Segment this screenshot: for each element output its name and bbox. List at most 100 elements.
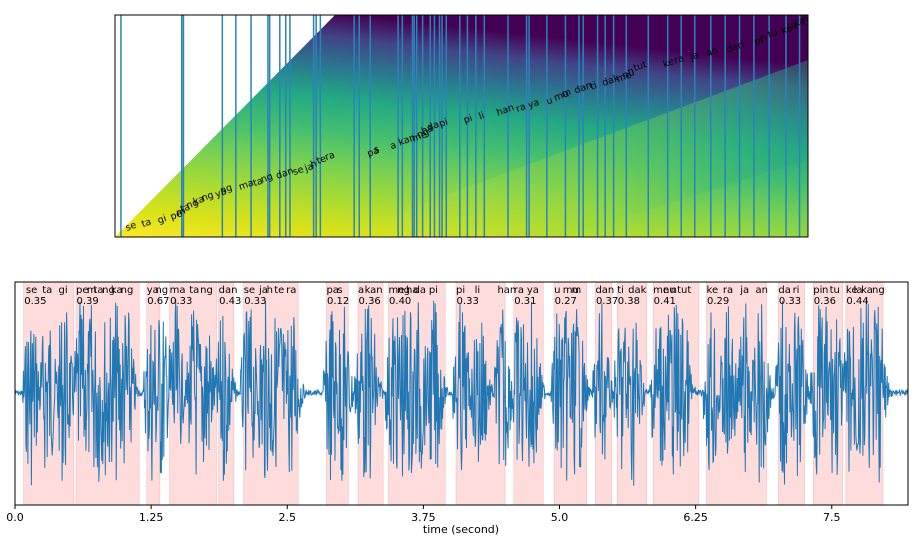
alignment-token-label: u [545,95,554,107]
alignment-token-label: ya [526,97,541,111]
segment-score-label: 0.33 [779,296,801,307]
segment-score-label: 0.40 [389,296,411,307]
segment-token-label: ke [846,285,858,296]
alignment-token-label: n [626,65,635,77]
segment-token-label: ng [121,285,134,296]
alignment-token-label: nu [621,67,636,81]
segment-token-label: ja [739,285,749,296]
segment-token-label: ta [93,285,103,296]
x-axis-label: time (second) [423,523,499,536]
alignment-token-label: se [124,220,138,234]
segment-token-label: ng [872,285,885,296]
segment-token-label: dan [595,285,614,296]
x-tick-label: 3.75 [411,511,436,524]
alignment-token-label: ng [185,197,200,211]
alignment-token-label: te [315,153,328,167]
alignment-token-label: ri [736,39,746,52]
alignment-token-label: s [373,144,381,156]
segment-token-label: a [358,285,364,296]
segment-token-label: tu [830,285,840,296]
segment-token-label: dan [219,285,238,296]
segment-token-label: pi [456,285,465,296]
segment-score-label: 0.67 [147,296,169,307]
segment-token-label: ya [527,285,539,296]
segment-score-label: 0.29 [707,296,729,307]
alignment-token-label: pi [462,113,474,126]
segment-token-label: gi [59,285,68,296]
segment-token-label: ha [406,285,418,296]
segment-score-label: 0.35 [24,296,46,307]
alignment-token-label: ng [200,190,215,204]
x-tick-label: 5.0 [551,511,569,524]
segment-score-label: 0.36 [814,296,836,307]
segment-token-label: me [653,285,669,296]
alignment-token-label: pa [366,145,381,159]
segment-token-label: da [778,285,790,296]
segment-token-label: ra [514,285,524,296]
segment-score-label: 0.31 [514,296,536,307]
segment-score-label: 0.37 [596,296,618,307]
segment-token-label: tut [677,285,691,296]
alignment-token-label: ng [416,126,431,140]
segment-token-label: ka [861,285,873,296]
alignment-token-label: an [705,45,720,59]
segment-token-label: n [671,285,677,296]
alignment-token-label: m [560,87,572,101]
segment-score-label: 0.33 [244,296,266,307]
segment-token-label: te [274,285,284,296]
waveform-line [15,298,908,486]
x-tick-label: 1.25 [139,511,164,524]
segment-score-label: 0.36 [359,296,381,307]
segment-token-label: ri [793,285,800,296]
alignment-token-label: ta [252,176,265,190]
alignment-token-label: ti [589,80,599,93]
segment-token-label: ta [189,285,199,296]
alignment-token-label: se [291,164,305,178]
segment-token-label: m [571,285,581,296]
segment-score-label: 0.33 [457,296,479,307]
x-tick-label: 0.0 [6,511,24,524]
alignment-token-label: pi [438,117,450,130]
segment-token-label: se [26,285,37,296]
alignment-token-label: ta [179,202,192,216]
segment-token-label: m [87,285,97,296]
segment-token-label: me [389,285,405,296]
segment-score-label: 0.39 [76,296,98,307]
segment-token-label: ka [111,285,123,296]
alignment-token-label: ke [662,56,676,70]
segment-token-label: ng [155,285,168,296]
x-tick-label: 2.5 [279,511,297,524]
alignment-token-label: ja [688,50,701,64]
alignment-token-label: ke [780,23,794,37]
alignment-token-label: pi [753,35,765,48]
segment-score-label: 0.41 [654,296,676,307]
segment-token-label: se [244,285,255,296]
segment-token-label: la [854,285,863,296]
alignment-token-label: da [725,41,740,55]
alignment-token-label: li [477,110,486,122]
segment-token-label: ti [617,285,624,296]
alignment-token-label: tut [632,59,649,74]
segment-token-label: ja [258,285,268,296]
segment-token-label: ma [170,285,186,296]
segment-token-label: nu [663,285,676,296]
segment-token-label: an [756,285,768,296]
segment-token-label: h [267,285,273,296]
alignment-token-label: ng [800,11,815,25]
alignment-token-label: mu [553,88,571,104]
alignment-token-label: ka [192,194,206,208]
segment-token-label: da [414,285,426,296]
alignment-token-label: m [175,205,187,219]
segment-token-label: dak [628,285,646,296]
alignment-token-label: ja [302,161,315,175]
segment-token-label: kan [365,285,383,296]
heatmap-highlight-band [335,60,808,237]
segment-token-label: n [822,285,828,296]
waveform-frame [14,281,909,506]
alignment-token-label: ra [515,101,528,115]
segment-score-label: 0.27 [555,296,577,307]
alignment-token-label: ya [214,186,229,200]
